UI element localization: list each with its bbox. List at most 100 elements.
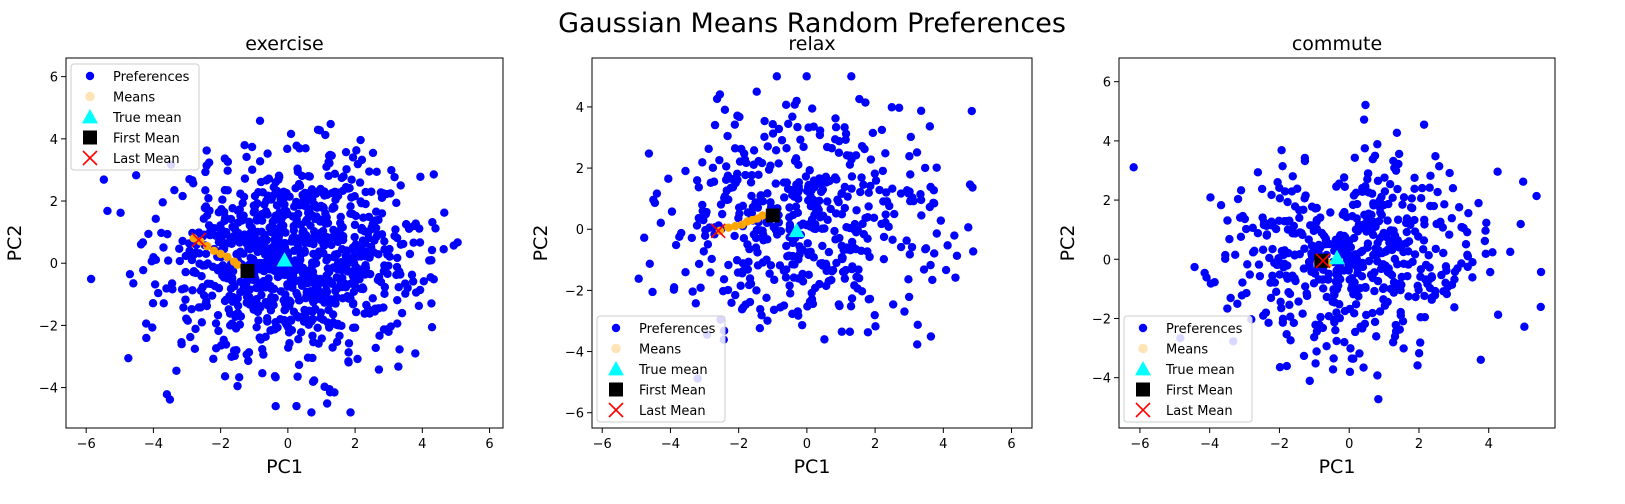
preference-point [1439, 248, 1448, 258]
preference-point [1437, 270, 1446, 280]
preference-point [788, 238, 798, 248]
preference-point [782, 144, 791, 153]
preference-point [1210, 277, 1219, 287]
preference-point [393, 295, 402, 305]
x-tick-label: −2 [211, 437, 230, 452]
preference-point [357, 155, 367, 165]
preference-point [787, 186, 796, 195]
preference-point [1278, 161, 1287, 171]
preference-point [395, 267, 404, 276]
preference-point [1394, 149, 1404, 159]
preference-point [865, 294, 875, 304]
preference-point [772, 72, 782, 81]
preference-point [929, 198, 938, 207]
preference-point [791, 202, 801, 211]
preference-point [153, 288, 163, 298]
preference-point [851, 151, 861, 160]
legend: Preferences Means True mean First Mean Last … [596, 315, 726, 423]
preference-point [404, 224, 414, 233]
first-mean-marker [1314, 253, 1329, 268]
preference-point [894, 103, 904, 113]
preference-point [395, 345, 404, 354]
preference-point [700, 231, 710, 240]
y-tick-label: 6 [50, 71, 58, 86]
legend-marker-preferences [85, 71, 95, 81]
preference-point [857, 141, 867, 151]
preference-point [341, 147, 351, 157]
preference-point [1373, 371, 1382, 380]
preference-point [728, 174, 737, 184]
preference-point [1399, 344, 1408, 353]
preference-point [1474, 198, 1483, 208]
preference-point [1268, 271, 1277, 280]
preference-point [214, 208, 223, 217]
preference-point [151, 255, 161, 265]
preference-point [396, 181, 405, 190]
y-tick-label: −2 [39, 319, 58, 334]
preference-point [213, 310, 223, 320]
preference-point [687, 233, 697, 243]
preference-point [730, 144, 740, 153]
preference-point [913, 340, 922, 349]
preference-point [1488, 248, 1497, 257]
preference-point [847, 294, 857, 303]
preference-point [313, 323, 322, 333]
preference-point [1291, 276, 1300, 286]
preference-point [727, 298, 736, 307]
preference-point [426, 273, 435, 282]
preference-point [917, 211, 926, 220]
preference-point [374, 250, 383, 259]
true-mean-marker [276, 252, 293, 267]
preference-point [1380, 301, 1390, 310]
preference-point [747, 191, 756, 201]
preference-point [246, 253, 255, 263]
preference-point [1300, 153, 1310, 163]
preference-point [1295, 213, 1304, 223]
preference-point [1360, 144, 1370, 153]
preference-point [753, 203, 763, 212]
preference-point [1295, 228, 1305, 237]
preference-point [350, 232, 359, 242]
preference-point [392, 233, 402, 243]
preference-point [1284, 287, 1293, 297]
preference-point [735, 112, 744, 122]
legend-label: Means [639, 343, 681, 358]
preference-point [906, 170, 915, 179]
preference-point [1404, 292, 1413, 301]
preference-point [1463, 252, 1473, 261]
preference-point [257, 290, 266, 300]
y-tick-label: 2 [1103, 194, 1111, 209]
preference-point [788, 210, 798, 220]
preference-point [868, 128, 878, 138]
preference-point [1386, 269, 1395, 279]
preference-point [338, 294, 347, 303]
preference-point [221, 227, 231, 237]
legend-marker-first-mean [609, 382, 623, 397]
preference-point [921, 244, 931, 253]
preference-point [745, 274, 755, 283]
preference-point [847, 172, 857, 181]
preference-point [1231, 250, 1240, 259]
y-tick-label: −4 [39, 382, 58, 397]
preference-point [1350, 153, 1360, 162]
preference-point [336, 258, 346, 267]
preference-point [253, 259, 262, 268]
preference-point [1493, 167, 1502, 176]
preference-point [280, 200, 289, 209]
preference-point [1331, 325, 1340, 335]
mean-point [216, 249, 225, 259]
preference-point [838, 254, 847, 264]
preference-point [187, 304, 196, 314]
preference-point [1265, 253, 1274, 263]
preference-point [879, 254, 889, 264]
preference-point [1420, 215, 1429, 224]
preference-point [1419, 236, 1429, 245]
preference-point [330, 388, 339, 397]
preference-point [287, 237, 296, 246]
preference-point [831, 114, 840, 123]
preference-point [181, 267, 190, 277]
preference-point [366, 242, 376, 252]
preference-point [1248, 248, 1258, 257]
preference-point [148, 323, 157, 332]
preference-point [943, 241, 952, 250]
